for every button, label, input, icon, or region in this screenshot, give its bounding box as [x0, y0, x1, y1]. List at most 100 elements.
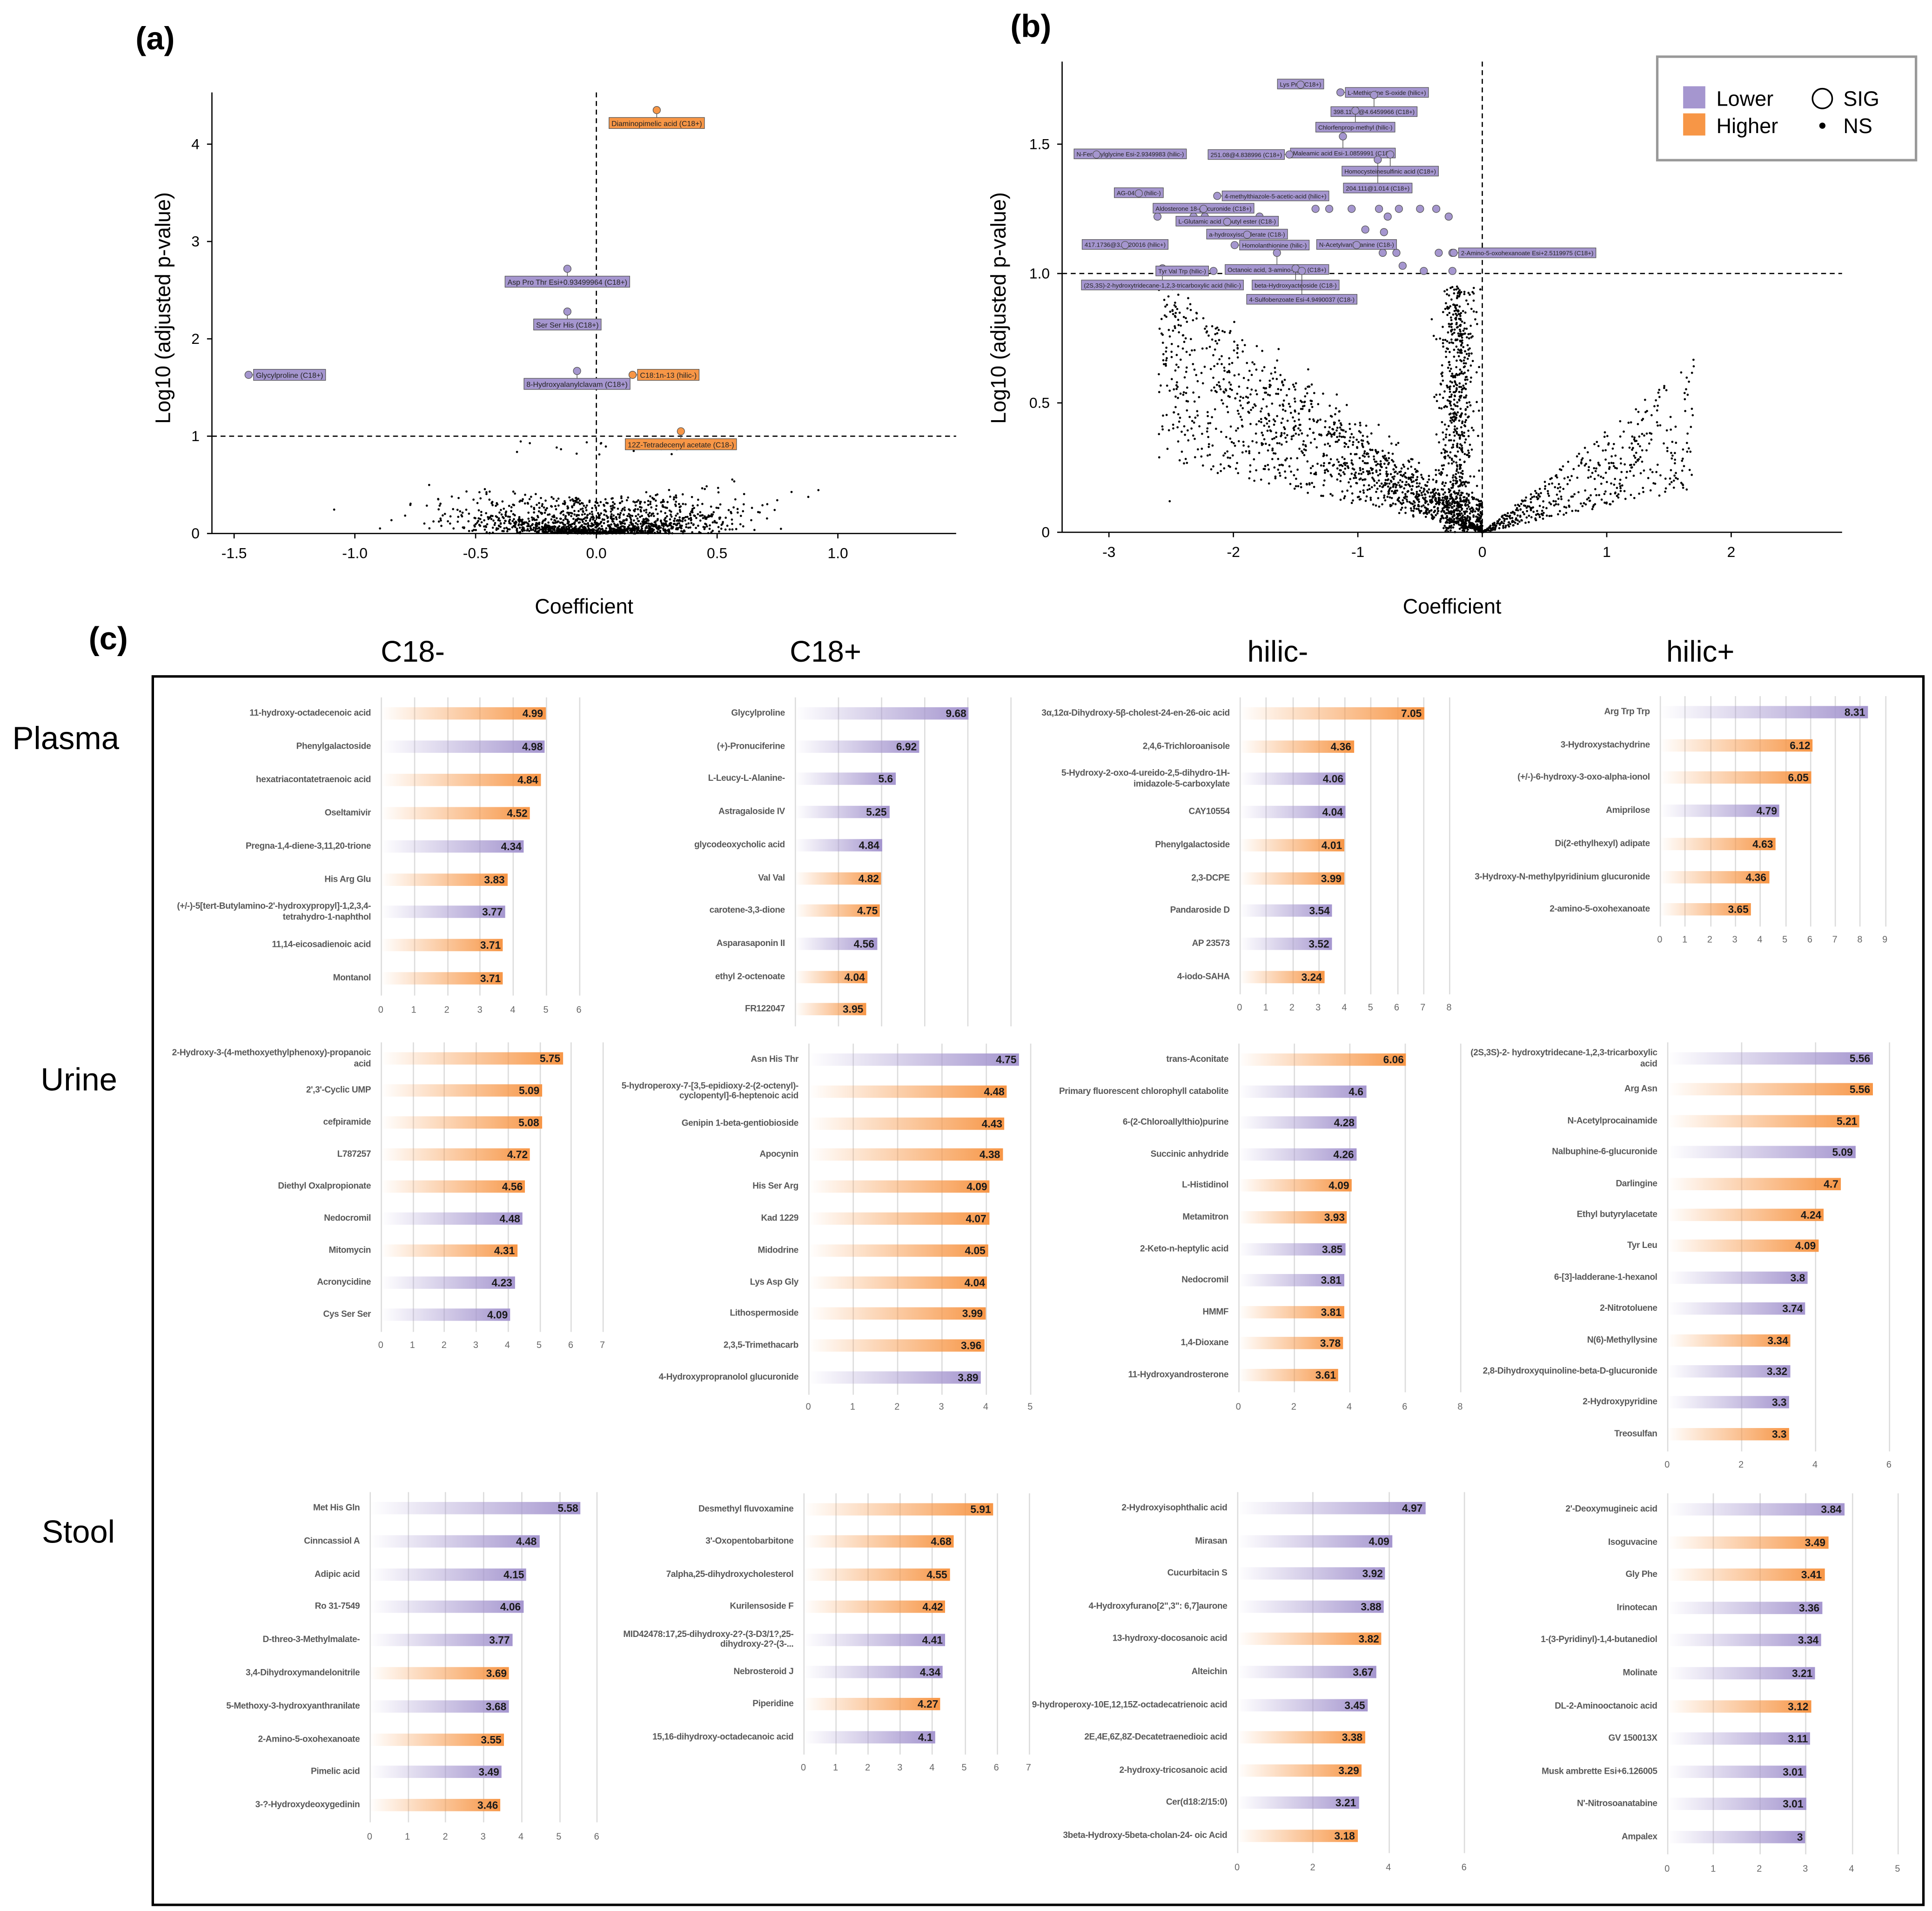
ns-point: [439, 517, 442, 520]
ns-point: [1461, 469, 1464, 472]
ns-point: [1445, 436, 1447, 439]
ns-point: [1412, 480, 1415, 483]
ns-point: [1413, 507, 1415, 510]
ns-point: [1460, 426, 1462, 429]
ns-point: [1385, 470, 1388, 473]
ns-point: [1168, 500, 1171, 503]
ns-point: [598, 514, 601, 516]
ns-point: [690, 519, 692, 522]
ns-point: [575, 501, 577, 503]
ns-point: [1239, 416, 1242, 418]
ns-point: [1455, 479, 1457, 482]
ns-point: [665, 515, 668, 517]
ns-point: [1478, 366, 1481, 369]
ns-point: [1226, 405, 1228, 408]
ns-point: [558, 530, 561, 533]
ns-point: [1263, 366, 1266, 369]
ns-point: [579, 503, 581, 505]
ns-point: [1686, 394, 1689, 396]
ns-point: [1241, 451, 1244, 454]
ns-point: [1380, 490, 1383, 493]
ns-point: [1161, 342, 1164, 344]
ns-point: [1268, 383, 1271, 386]
ns-point: [1462, 388, 1464, 390]
ns-point: [1279, 374, 1282, 376]
ns-point: [1352, 499, 1354, 502]
column-header-c18-neg: C18-: [381, 636, 445, 669]
ns-point: [1461, 484, 1464, 487]
ns-point: [1211, 325, 1214, 328]
x-tick-label: 3: [939, 1401, 944, 1412]
bar-category-label: MID42478:17,25-dihydroxy-2?-(3-D3/1?,25-…: [623, 1628, 794, 1649]
bar-value-label: 5.91: [970, 1503, 991, 1516]
ns-point: [1417, 493, 1420, 496]
ns-point: [1458, 419, 1461, 422]
gridline: [546, 697, 547, 996]
bar-value-label: 4.48: [516, 1535, 537, 1548]
ns-point: [1227, 456, 1229, 459]
ns-point: [1172, 329, 1174, 332]
ns-point: [473, 524, 476, 527]
bar-lower: 4.48: [381, 1212, 523, 1225]
ns-point: [669, 513, 672, 516]
ns-point: [1420, 474, 1422, 476]
ns-point: [485, 491, 488, 494]
ns-point: [1458, 317, 1461, 320]
ns-point: [1329, 473, 1332, 476]
ns-point: [1465, 328, 1468, 330]
ns-point: [650, 530, 653, 533]
ns-point: [1449, 495, 1452, 497]
ns-point: [1181, 347, 1184, 350]
ns-point: [1340, 428, 1342, 431]
ns-point: [1554, 486, 1556, 489]
ns-point: [1183, 376, 1186, 379]
ns-point: [1405, 498, 1408, 501]
ns-point: [1536, 498, 1539, 501]
ns-point: [1435, 433, 1438, 436]
bar-value-label: 4.04: [844, 970, 865, 983]
ns-point: [1242, 441, 1245, 443]
x-tick-label: 4: [518, 1831, 524, 1842]
ns-point: [1390, 480, 1393, 483]
ns-point: [1280, 422, 1283, 424]
ns-point: [1274, 475, 1277, 478]
ns-point: [1239, 396, 1242, 398]
ns-point: [706, 525, 708, 528]
ns-point: [1369, 449, 1372, 451]
bar-higher: 3.78: [1238, 1337, 1343, 1350]
ns-point: [623, 513, 625, 516]
sig-point: [1209, 267, 1218, 275]
ns-point: [485, 512, 488, 515]
ns-point: [1459, 467, 1462, 469]
ns-point: [1342, 429, 1345, 432]
ns-point: [1556, 493, 1558, 496]
ns-point: [1242, 396, 1244, 399]
bar-value-label: 3.34: [1798, 1634, 1819, 1647]
ns-point: [1587, 496, 1590, 499]
bar-value-label: 4.97: [1402, 1502, 1423, 1515]
bar-category-label: 4-iodo-SAHA: [1177, 970, 1230, 981]
ns-point: [702, 517, 704, 519]
ns-point: [1656, 463, 1659, 466]
ns-point: [1568, 504, 1570, 507]
ns-point: [1420, 491, 1423, 494]
ns-point: [624, 509, 626, 511]
ns-point: [1671, 441, 1674, 443]
ns-point: [1543, 488, 1546, 490]
ns-point: [562, 513, 565, 516]
y-tick-label: 1: [191, 428, 200, 444]
ns-point: [1393, 471, 1396, 474]
ns-point: [1205, 331, 1208, 334]
ns-point: [1299, 400, 1302, 402]
ns-point: [1185, 392, 1187, 395]
ns-point: [1499, 523, 1501, 526]
ns-point: [1449, 316, 1452, 319]
sig-point: [1134, 189, 1143, 198]
ns-point: [509, 523, 512, 525]
ns-point: [1630, 466, 1633, 469]
ns-point: [1234, 444, 1236, 447]
ns-point: [1583, 464, 1586, 467]
ns-point: [644, 501, 646, 503]
labeled-point: 12Z-Tetradecenyl acetate (C18-): [625, 427, 737, 450]
